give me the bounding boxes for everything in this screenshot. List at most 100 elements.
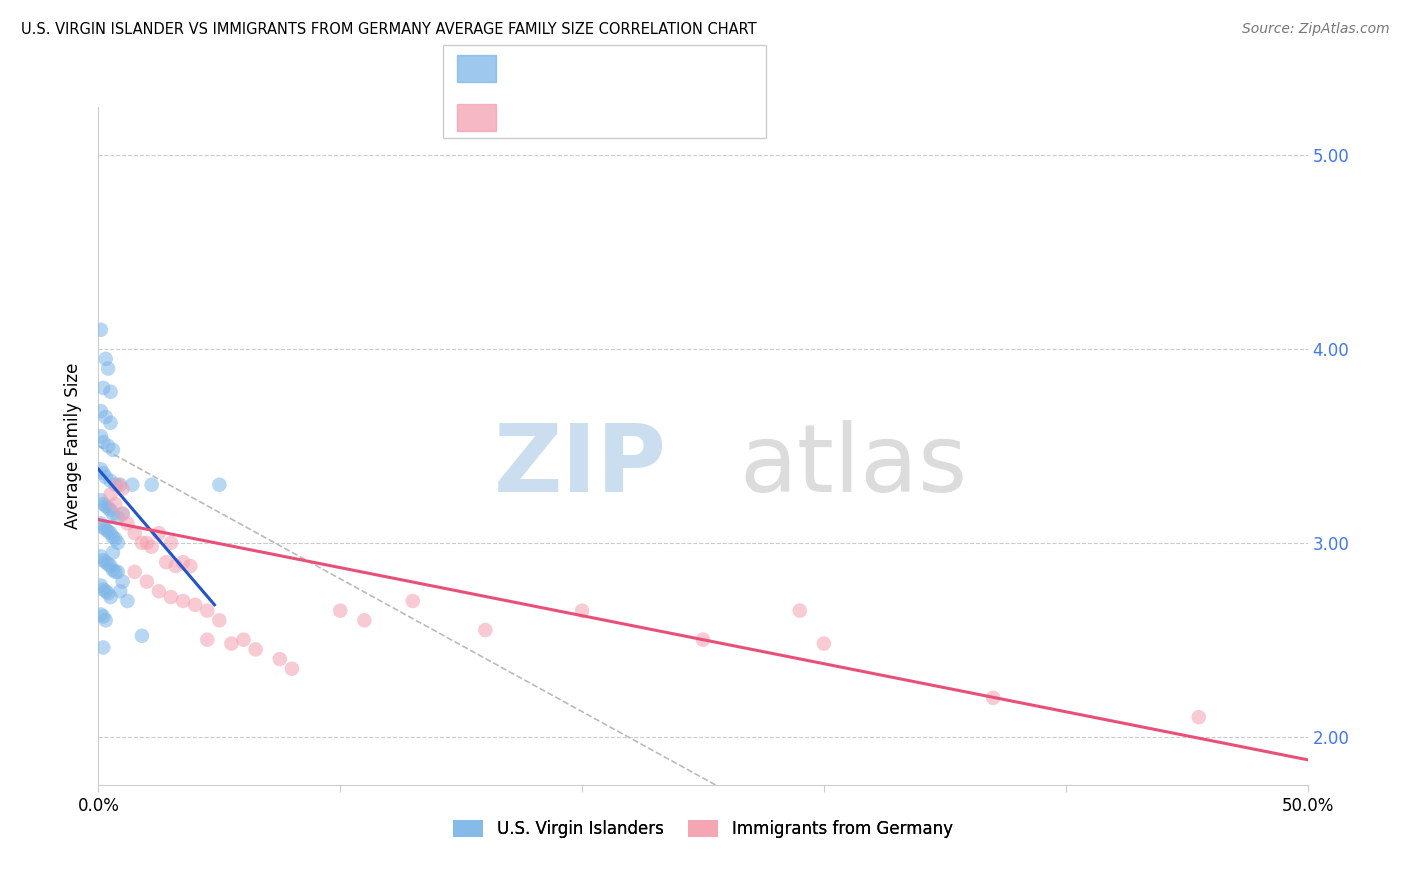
Text: 72: 72 — [662, 60, 686, 78]
Point — [91, 497, 114, 511]
Text: ZIP: ZIP — [494, 420, 666, 512]
Point — [90, 323, 112, 337]
Point — [90, 404, 112, 418]
Point — [100, 559, 122, 574]
Point — [90, 607, 112, 622]
Point — [101, 507, 124, 521]
Point — [107, 510, 129, 524]
Point — [100, 590, 122, 604]
Point — [91, 435, 114, 450]
Point — [184, 598, 207, 612]
Text: Source: ZipAtlas.com: Source: ZipAtlas.com — [1241, 22, 1389, 37]
Point — [195, 604, 218, 618]
Text: atlas: atlas — [740, 420, 967, 512]
Point — [101, 545, 124, 559]
Point — [97, 586, 120, 600]
Point — [94, 409, 117, 424]
Point — [117, 516, 139, 531]
Text: R =: R = — [510, 60, 547, 78]
Point — [90, 578, 112, 592]
Text: U.S. VIRGIN ISLANDER VS IMMIGRANTS FROM GERMANY AVERAGE FAMILY SIZE CORRELATION : U.S. VIRGIN ISLANDER VS IMMIGRANTS FROM … — [21, 22, 756, 37]
Point — [160, 536, 183, 550]
Point — [101, 563, 124, 577]
Point — [91, 520, 114, 534]
Point — [111, 507, 134, 521]
Point — [148, 526, 170, 541]
Point — [179, 559, 201, 574]
Point — [107, 477, 129, 491]
Text: R =: R = — [510, 109, 547, 127]
Point — [195, 632, 218, 647]
Point — [813, 636, 835, 650]
Point — [101, 530, 124, 544]
Point — [692, 632, 714, 647]
Point — [91, 582, 114, 597]
Point — [1188, 710, 1211, 724]
Text: -0.683: -0.683 — [553, 109, 606, 127]
Point — [208, 613, 231, 627]
Point — [571, 604, 593, 618]
Point — [94, 584, 117, 599]
Point — [208, 477, 231, 491]
Point — [90, 493, 112, 508]
Point — [90, 462, 112, 476]
Point — [94, 522, 117, 536]
Point — [94, 351, 117, 366]
Point — [131, 629, 153, 643]
Point — [111, 574, 134, 589]
Point — [97, 361, 120, 376]
Point — [124, 565, 146, 579]
Point — [91, 609, 114, 624]
Point — [97, 500, 120, 515]
Point — [111, 507, 134, 521]
Point — [100, 503, 122, 517]
Point — [104, 497, 127, 511]
Point — [165, 559, 187, 574]
Point — [131, 536, 153, 550]
Point — [789, 604, 811, 618]
Point — [100, 487, 122, 501]
Point — [94, 499, 117, 513]
Point — [107, 565, 129, 579]
Point — [232, 632, 254, 647]
Point — [94, 470, 117, 484]
Point — [108, 584, 131, 599]
Point — [117, 594, 139, 608]
Point — [97, 524, 120, 539]
Point — [155, 555, 177, 569]
Point — [97, 557, 120, 571]
Text: 40: 40 — [662, 109, 685, 127]
Point — [981, 690, 1004, 705]
Text: -0.431: -0.431 — [553, 60, 606, 78]
Y-axis label: Average Family Size: Average Family Size — [65, 363, 83, 529]
Point — [245, 642, 267, 657]
Point — [135, 574, 157, 589]
Point — [281, 662, 304, 676]
Point — [104, 565, 127, 579]
Point — [91, 553, 114, 567]
Point — [141, 477, 163, 491]
Legend: U.S. Virgin Islanders, Immigrants from Germany: U.S. Virgin Islanders, Immigrants from G… — [447, 813, 959, 845]
Point — [90, 549, 112, 564]
Point — [141, 540, 163, 554]
Point — [90, 429, 112, 443]
Point — [100, 526, 122, 541]
Point — [329, 604, 352, 618]
Point — [108, 477, 131, 491]
Point — [121, 477, 143, 491]
Text: N =: N = — [620, 60, 657, 78]
Point — [91, 466, 114, 480]
Point — [97, 439, 120, 453]
Point — [104, 532, 127, 546]
Point — [90, 516, 112, 531]
Point — [94, 613, 117, 627]
Point — [124, 526, 146, 541]
Text: N =: N = — [620, 109, 657, 127]
Point — [135, 536, 157, 550]
Point — [100, 384, 122, 399]
Point — [100, 474, 122, 488]
Point — [172, 555, 194, 569]
Point — [100, 416, 122, 430]
Point — [221, 636, 243, 650]
Point — [474, 623, 496, 637]
